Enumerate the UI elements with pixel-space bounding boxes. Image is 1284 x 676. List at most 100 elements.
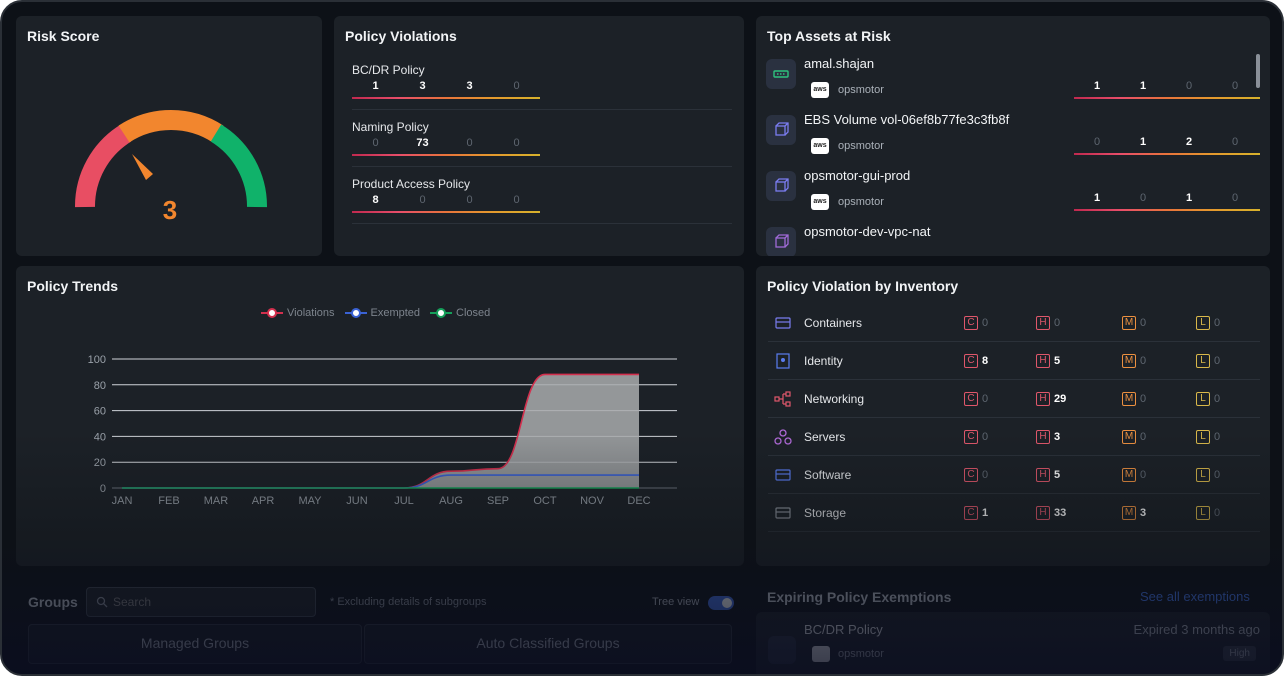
expiring-exemptions-title: Expiring Policy Exemptions (767, 589, 952, 605)
inventory-row-software[interactable]: Software C 0 H 5 M 0 L 0 (768, 456, 1260, 494)
severity-count: 1 (1139, 80, 1147, 92)
policy-name: Product Access Policy (352, 177, 471, 191)
severity-count: 0 (1093, 136, 1101, 148)
severity-count: 0 (1231, 192, 1239, 204)
asset-name: opsmotor-gui-prod (804, 168, 911, 183)
severity-c-badge: C (964, 430, 978, 444)
x-tick-label: SEP (487, 495, 509, 507)
policy-violations-card: Policy Violations BC/DR Policy 1 3 3 0 Naming… (334, 16, 744, 256)
asset-account: opsmotor (838, 84, 884, 96)
severity-c-count: 8 (982, 355, 989, 367)
divider (352, 166, 732, 167)
inventory-row-containers[interactable]: Containers C 0 H 0 M 0 L 0 (768, 304, 1260, 342)
violations-area (122, 374, 639, 488)
severity-l-count: 0 (1214, 431, 1221, 443)
policy-violations-title: Policy Violations (345, 28, 457, 44)
legend-item-closed[interactable]: Closed (430, 307, 490, 319)
severity-count: 3 (466, 80, 473, 92)
policy-trends-title: Policy Trends (27, 278, 119, 294)
divider (352, 223, 732, 224)
policy-trends-card: Policy Trends Violations Exempted Closed 0… (16, 266, 744, 566)
inventory-row-servers[interactable]: Servers C 0 H 3 M 0 L 0 (768, 418, 1260, 456)
policy-icon (768, 636, 796, 664)
severity-l-badge: L (1196, 506, 1210, 520)
tab-managed-groups[interactable]: Managed Groups (28, 624, 362, 664)
divider (352, 109, 732, 110)
asset-name: amal.shajan (804, 56, 875, 71)
severity-count: 1 (1139, 136, 1147, 148)
severity-l-count: 0 (1214, 317, 1221, 329)
legend-item-violations[interactable]: Violations (261, 307, 335, 319)
top-assets-title: Top Assets at Risk (767, 28, 891, 44)
networking-icon (774, 391, 791, 407)
severity-counts: 1 0 1 0 (1074, 192, 1260, 204)
severity-c-count: 0 (982, 431, 989, 443)
severity-count: 2 (1185, 136, 1193, 148)
asset-name: EBS Volume vol-06ef8b77fe3c3fb8f (804, 112, 1010, 127)
asset-row[interactable]: opsmotor-dev-vpc-nat (766, 224, 1256, 256)
severity-c-badge: C (964, 468, 978, 482)
asset-account: opsmotor (838, 140, 884, 152)
tree-view-toggle[interactable] (708, 596, 734, 610)
inventory-row-identity[interactable]: Identity C 8 H 5 M 0 L 0 (768, 342, 1260, 380)
exemption-item[interactable]: BC/DR Policy Expired 3 months ago opsmot… (756, 612, 1270, 674)
inventory-name: Containers (804, 316, 863, 330)
severity-l-count: 0 (1214, 507, 1221, 519)
x-tick-label: JAN (112, 495, 133, 507)
severity-count: 0 (1231, 136, 1239, 148)
aws-logo-icon: aws (811, 194, 829, 210)
inventory-row-networking[interactable]: Networking C 0 H 29 M 0 L 0 (768, 380, 1260, 418)
severity-count: 0 (1231, 80, 1239, 92)
legend-label: Exempted (370, 307, 421, 319)
severity-c-badge: C (964, 506, 978, 520)
x-tick-label: AUG (439, 495, 463, 507)
legend-item-exempted[interactable]: Exempted (344, 307, 421, 319)
risk-score-title: Risk Score (27, 28, 100, 44)
inventory-name: Software (804, 468, 852, 482)
top-assets-card: Top Assets at Risk amal.shajan aws opsmoto… (756, 16, 1270, 256)
severity-bar (352, 211, 540, 213)
aws-logo-icon: aws (811, 138, 829, 154)
severity-count: 0 (513, 80, 520, 92)
risk-score-card: Risk Score 3 (16, 16, 322, 256)
severity-h-badge: H (1036, 354, 1050, 368)
inventory-name: Servers (804, 430, 846, 444)
network-icon (766, 227, 796, 256)
x-tick-label: DEC (627, 495, 650, 507)
asset-row[interactable]: EBS Volume vol-06ef8b77fe3c3fb8f aws opsmo… (766, 112, 1260, 164)
severity-c-count: 1 (982, 507, 989, 519)
severity-count: 0 (513, 194, 520, 206)
inventory-row-storage[interactable]: Storage C 1 H 33 M 3 L 0 (768, 494, 1260, 532)
severity-bar (352, 154, 540, 156)
asset-row[interactable]: amal.shajan aws opsmotor 1 1 0 0 (766, 56, 1260, 108)
policy-row[interactable]: BC/DR Policy 1 3 3 0 (352, 63, 732, 110)
assets-scrollbar[interactable] (1256, 54, 1260, 88)
risk-gauge: 3 (74, 110, 268, 222)
tab-auto-classified-groups[interactable]: Auto Classified Groups (364, 624, 732, 664)
severity-l-badge: L (1196, 392, 1210, 406)
search-icon (96, 596, 108, 608)
subgroups-note: * Excluding details of subgroups (330, 596, 487, 608)
policy-row[interactable]: Product Access Policy 8 0 0 0 (352, 177, 732, 224)
x-tick-label: JUN (346, 495, 367, 507)
severity-count: 1 (1093, 192, 1101, 204)
groups-search-input[interactable] (86, 587, 316, 617)
severity-l-badge: L (1196, 430, 1210, 444)
see-all-exemptions-link[interactable]: See all exemptions (1140, 589, 1250, 604)
severity-l-count: 0 (1214, 393, 1221, 405)
policy-row[interactable]: Naming Policy 0 73 0 0 (352, 120, 732, 167)
severity-m-badge: M (1122, 392, 1136, 406)
asset-row[interactable]: opsmotor-gui-prod aws opsmotor 1 0 1 0 (766, 168, 1260, 220)
x-tick-label: MAR (204, 495, 229, 507)
severity-h-count: 3 (1054, 431, 1061, 443)
severity-bar (352, 97, 540, 99)
storage-icon (775, 507, 791, 519)
